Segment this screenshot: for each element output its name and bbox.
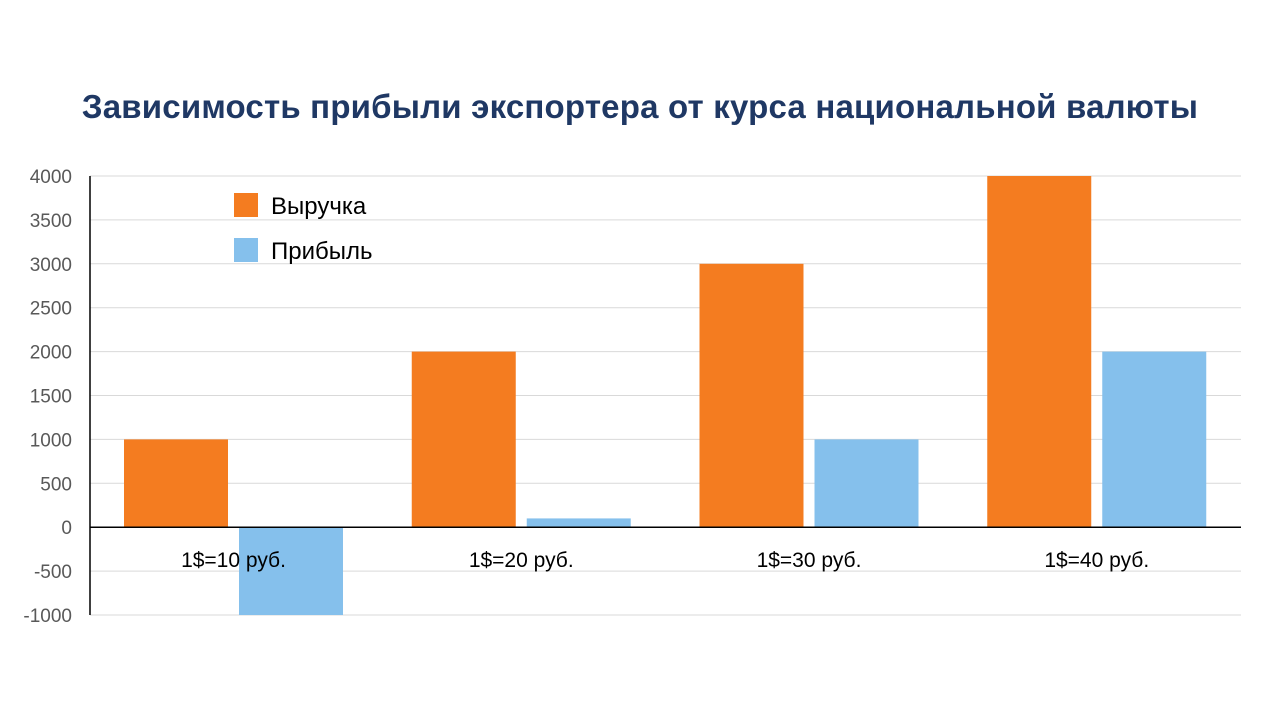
category-label: 1$=10 руб. — [181, 549, 286, 572]
y-tick-label: 1500 — [30, 387, 72, 408]
bar-profit — [239, 527, 343, 615]
legend-swatch-profit — [234, 238, 258, 262]
category-label: 1$=30 руб. — [757, 549, 862, 572]
legend-swatch-revenue — [234, 193, 258, 217]
legend-label: Выручка — [271, 193, 367, 220]
bar-revenue — [699, 263, 804, 528]
axes — [89, 176, 1241, 615]
chart-title: Зависимость прибыли экспортера от курса … — [81, 88, 1199, 125]
category-label: 1$=40 руб. — [1044, 549, 1149, 572]
bars — [124, 176, 1207, 615]
bar-profit — [1102, 351, 1207, 528]
category-label: 1$=20 руб. — [469, 549, 574, 572]
legend-label: Прибыль — [271, 238, 373, 265]
y-tick-label: 0 — [61, 518, 72, 539]
y-tick-label: 1000 — [30, 430, 72, 451]
bar-revenue — [987, 176, 1092, 528]
y-tick-label: 2000 — [30, 343, 72, 364]
y-tick-label: -500 — [34, 562, 72, 583]
y-tick-label: 500 — [40, 474, 72, 495]
category-labels: 1$=10 руб. 1$=20 руб. 1$=30 руб. 1$=40 руб. — [181, 549, 1149, 572]
bar-revenue — [124, 439, 228, 528]
bar-revenue — [411, 351, 516, 528]
y-tick-label: 2500 — [30, 299, 72, 320]
y-tick-label: 4000 — [30, 167, 72, 188]
bar-profit — [814, 439, 919, 528]
y-tick-label: 3500 — [30, 211, 72, 232]
legend: Выручка Прибыль — [234, 193, 373, 265]
y-tick-label: -1000 — [23, 606, 72, 627]
y-tick-label: 3000 — [30, 255, 72, 276]
bar-profit — [526, 518, 631, 528]
y-tick-labels: 4000 3500 3000 2500 2000 1500 1000 500 0 -500 -100… — [23, 167, 72, 627]
